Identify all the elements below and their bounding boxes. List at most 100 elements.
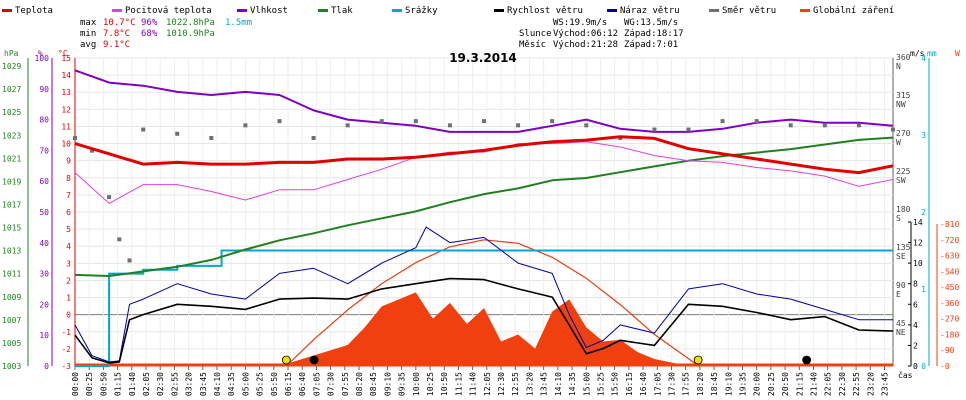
stats-row: max 10.7°C 96% 1022.8hPa 1.5mm: [80, 18, 252, 28]
x-tick: 02:30: [156, 372, 165, 396]
press-tick: 1007: [2, 316, 21, 325]
temp-tick: 4: [66, 242, 71, 251]
press-tick: 1015: [2, 224, 21, 233]
rad-tick: -810: [940, 220, 959, 229]
legend-swatch: [709, 9, 719, 12]
legend-swatch: [607, 9, 617, 12]
hum-tick: 80: [39, 116, 49, 125]
series-naraz-vetru: [74, 226, 893, 363]
temp-tick: 11: [61, 122, 71, 131]
legend-item: Srážky: [392, 6, 438, 16]
x-tick: 20:50: [781, 372, 790, 396]
x-tick: 16:15: [625, 372, 634, 396]
hum-unit: %: [38, 49, 43, 58]
x-tick: 08:20: [355, 372, 364, 396]
dir-tick-deg: 315: [896, 91, 911, 100]
legend-item: Rychlost větru: [494, 6, 583, 16]
x-tick: 21:15: [795, 372, 804, 396]
wind-dir-point: [243, 123, 248, 128]
dir-tick-name: SW: [896, 176, 906, 185]
dir-tick-name: N: [896, 62, 901, 71]
hum-tick: 0: [44, 362, 49, 371]
temp-tick: 5: [66, 225, 71, 234]
wind-dir-point: [447, 123, 452, 128]
wind-tick: 8: [913, 280, 918, 289]
temp-unit: °C: [58, 49, 68, 58]
x-tick: 18:45: [710, 372, 719, 396]
wind-tick: 0: [913, 362, 918, 371]
legend-swatch: [112, 9, 122, 12]
x-tick: 17:05: [653, 372, 662, 396]
hum-tick: 60: [39, 177, 49, 186]
rad-tick: -270: [940, 315, 959, 324]
x-tick: 02:05: [142, 372, 151, 396]
temp-tick: 13: [61, 88, 71, 97]
temp-tick: 1: [66, 294, 71, 303]
x-tick: 10:25: [426, 372, 435, 396]
x-tick: 17:55: [682, 372, 691, 396]
series-rychlost-vetru: [74, 277, 894, 364]
x-tick: 05:50: [270, 372, 279, 396]
sun-moon-markers: [281, 355, 812, 365]
stats-rain: 1.5mm: [225, 18, 252, 28]
legend-label: Globální záření: [813, 6, 894, 16]
stats-label: avg: [80, 40, 96, 50]
wind-dir-point: [311, 136, 316, 140]
press-tick: 1013: [2, 247, 21, 256]
legend-item: Pocitová teplota: [112, 6, 212, 16]
series-tlak: [74, 136, 894, 277]
legend-swatch: [494, 9, 504, 12]
rain-tick: 0: [921, 362, 926, 371]
press-tick: 1029: [2, 62, 21, 71]
series-globalni-zareni: [75, 292, 893, 366]
legend-label: Směr větru: [722, 6, 776, 16]
hum-tick: 40: [39, 239, 49, 248]
rain-unit: mm: [927, 49, 937, 58]
x-tick: 05:25: [256, 372, 265, 396]
press-tick: 1011: [2, 270, 21, 279]
wind-tick: 10: [913, 259, 923, 268]
dir-tick-deg: 180: [896, 205, 911, 214]
x-tick: 15:50: [611, 372, 620, 396]
press-tick: 1021: [2, 154, 21, 163]
x-tick: 07:55: [341, 372, 350, 396]
stats-row: avg 9.1°C: [80, 40, 130, 50]
press-tick: 1027: [2, 85, 21, 94]
x-tick: 03:20: [185, 372, 194, 396]
wind-dir-point: [584, 123, 589, 128]
wind-dir-point: [686, 127, 691, 132]
x-tick: 13:45: [540, 372, 549, 396]
sun-set: Západ:18:17: [624, 29, 684, 39]
x-tick: 00:00: [71, 372, 80, 396]
x-tick: 21:40: [809, 372, 818, 396]
x-tick: 15:00: [582, 372, 591, 396]
legend-item: Směr větru: [709, 6, 776, 16]
x-tick: 11:40: [469, 372, 478, 396]
x-tick: 10:00: [412, 372, 421, 396]
hum-tick: 90: [39, 85, 49, 94]
x-tick: 11:15: [454, 372, 463, 396]
temp-tick: 15: [61, 54, 71, 63]
x-tick: 08:45: [369, 372, 378, 396]
wind-dir-point: [788, 123, 793, 128]
x-tick: 16:40: [639, 372, 648, 396]
dir-tick-name: S: [896, 214, 901, 223]
legend-swatch: [800, 9, 810, 12]
x-tick: 23:45: [880, 372, 889, 396]
stats-temp: 7.8°C: [103, 29, 130, 39]
wind-dir-point: [891, 127, 895, 132]
moon-set: Západ:7:01: [624, 40, 678, 50]
wind-dir-point: [117, 237, 122, 242]
wind-tick: 2: [913, 341, 918, 350]
press-tick: 1025: [2, 108, 21, 117]
x-tick: 06:40: [298, 372, 307, 396]
stats-row: min 7.8°C 68% 1010.9hPa: [80, 29, 215, 39]
press-tick: 1005: [2, 339, 21, 348]
press-unit: hPa: [4, 49, 19, 58]
wind-dir-point: [379, 119, 384, 124]
legend-label: Tlak: [331, 6, 353, 16]
wind-dir-point: [277, 119, 282, 124]
